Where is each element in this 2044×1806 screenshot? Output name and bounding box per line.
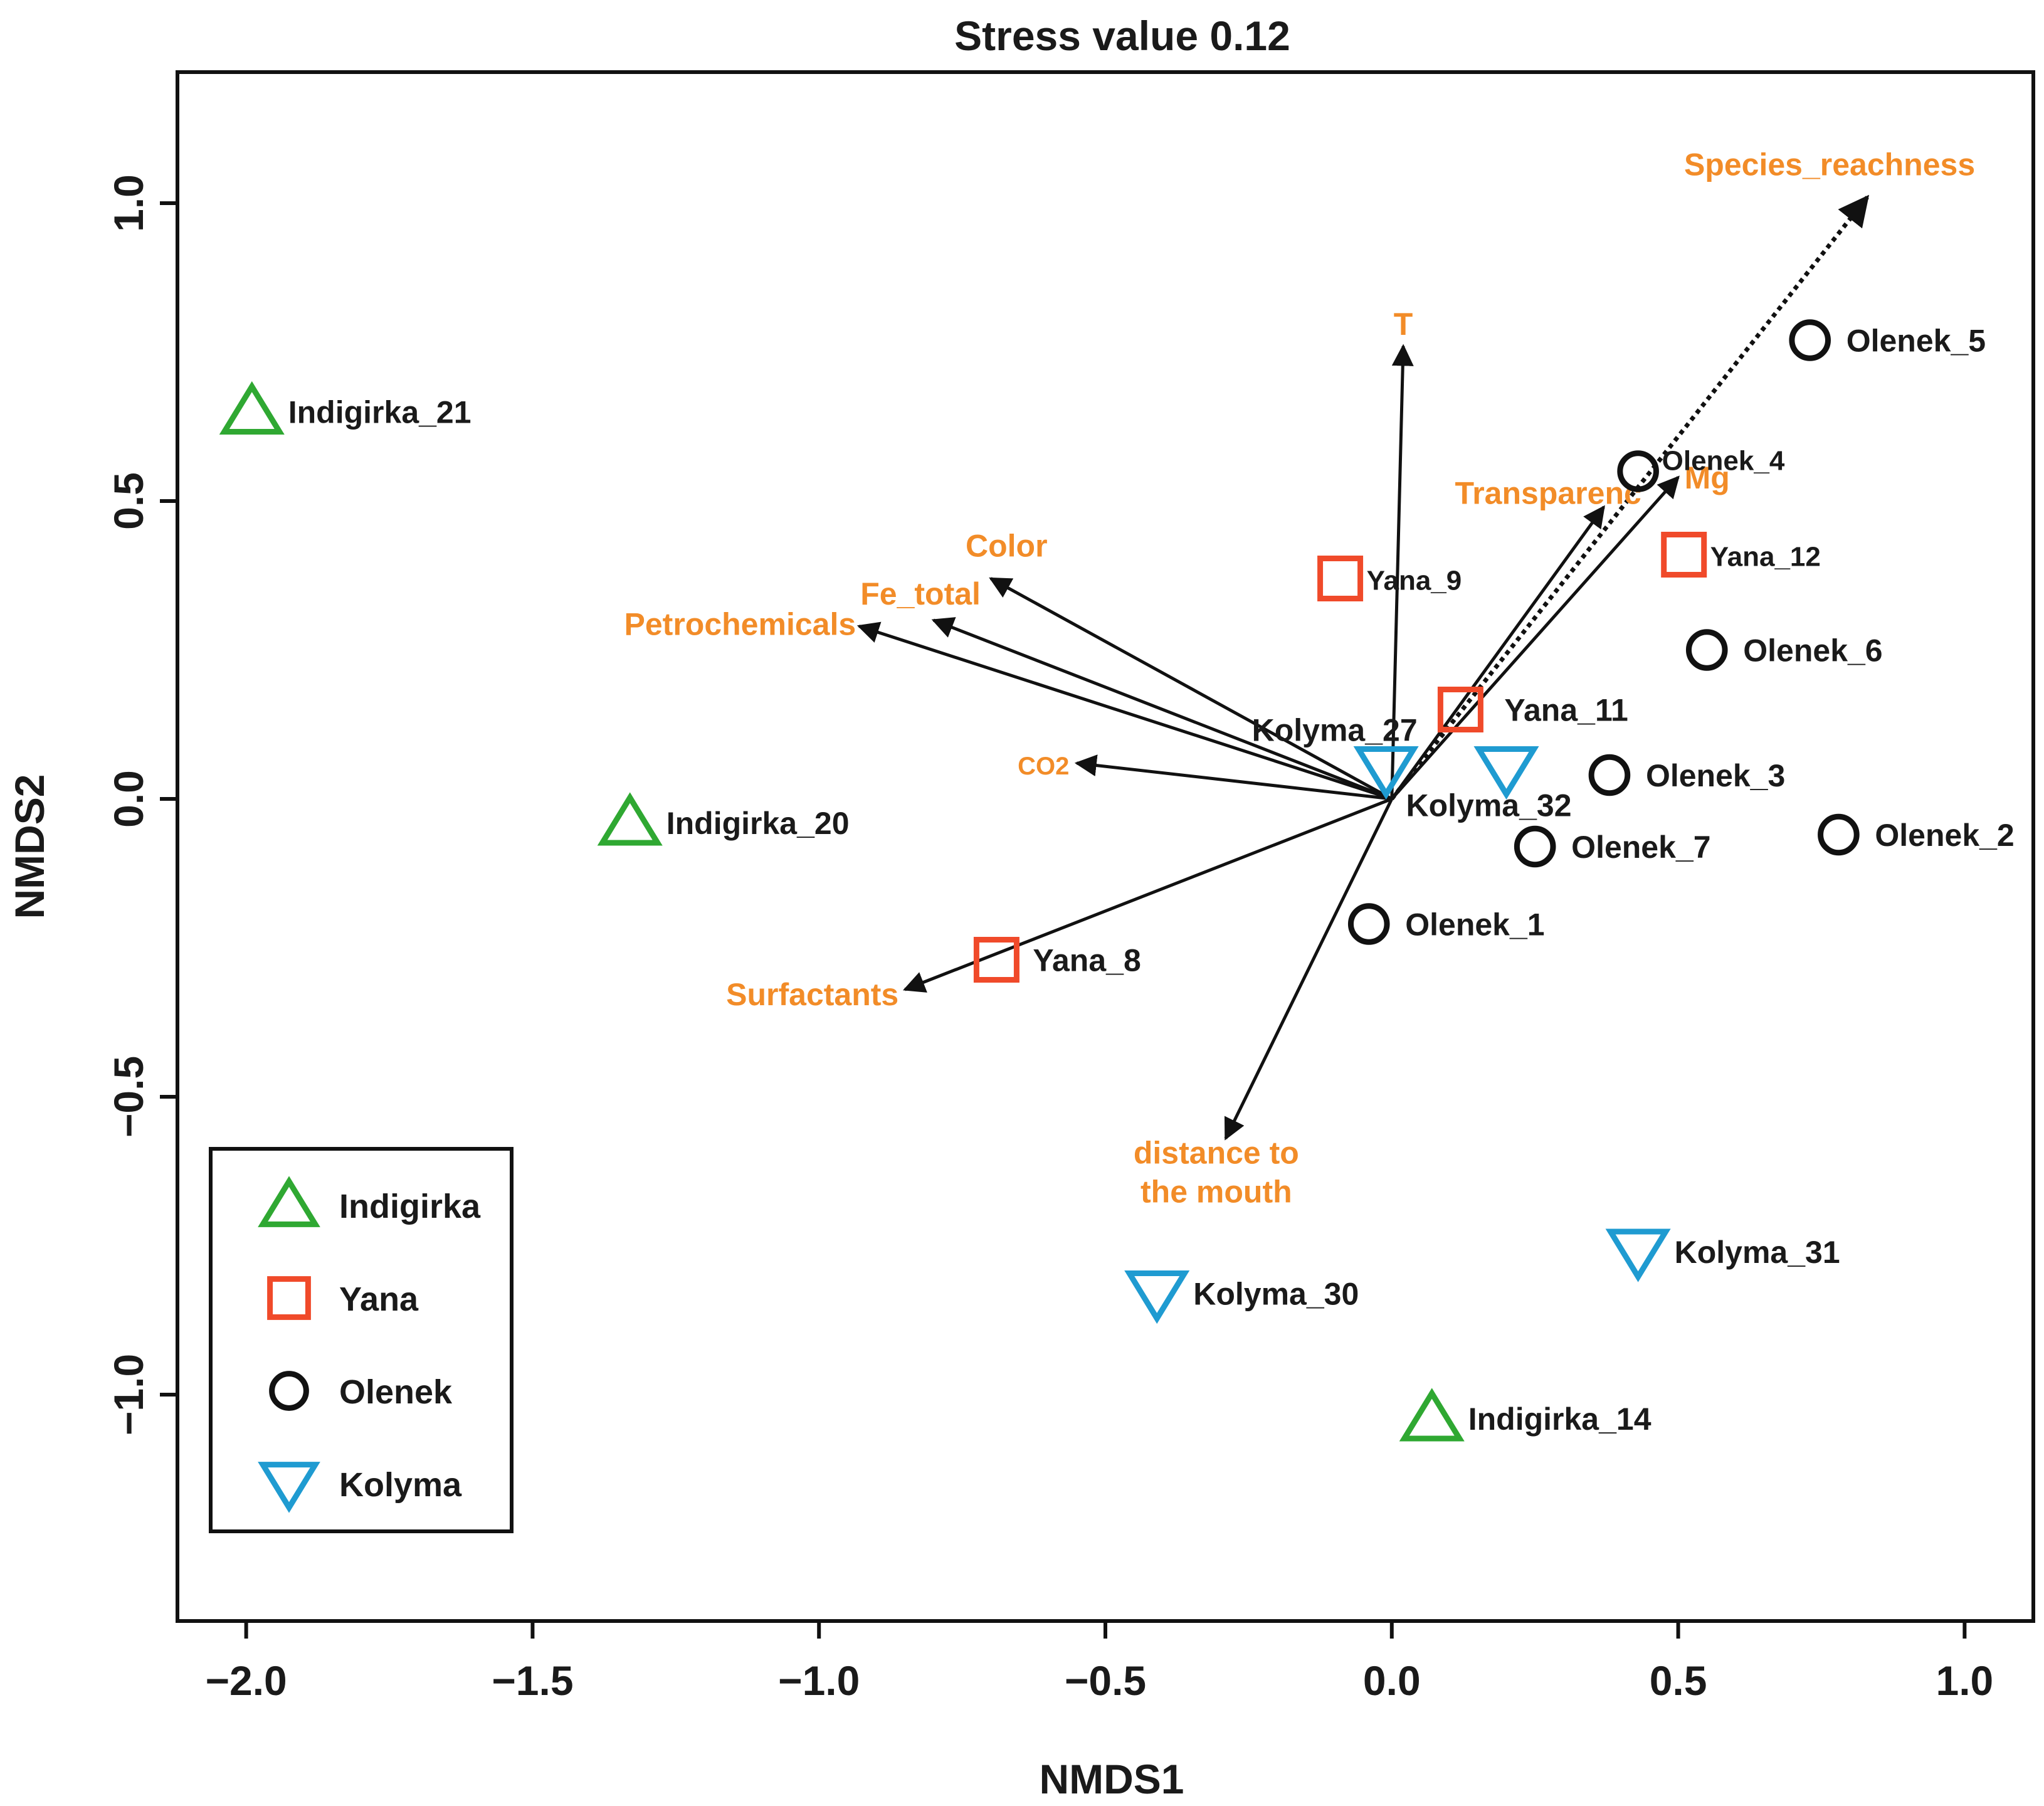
- vector-label-color: Color: [966, 529, 1048, 564]
- x-tick-label: −1.5: [492, 1657, 573, 1704]
- x-tick-label: 0.0: [1363, 1657, 1421, 1704]
- point-kolyma-27: [1353, 746, 1419, 800]
- vector-label-mg: Mg: [1685, 460, 1730, 495]
- point-label-olenek-1: Olenek_1: [1405, 907, 1544, 943]
- x-axis: −2.0 −1.5 −1.0 −0.5 0.0 0.5 1.0: [205, 1621, 1993, 1704]
- point-label-yana-11: Yana_11: [1504, 693, 1628, 728]
- point-olenek-2: [1818, 813, 1860, 856]
- legend-label-indigirka: Indigirka: [339, 1188, 481, 1225]
- vector-label-transparenc: Transparenc: [1455, 476, 1641, 511]
- point-olenek-3: [1588, 754, 1631, 796]
- vector-t: [1390, 344, 1414, 800]
- legend-label-olenek: Olenek: [339, 1373, 453, 1411]
- point-label-olenek-7: Olenek_7: [1571, 830, 1710, 865]
- y-axis: −1.0 −0.5 0.0 0.5 1.0: [105, 174, 177, 1435]
- legend-label-kolyma: Kolyma: [339, 1466, 462, 1504]
- x-tick-label: 0.5: [1650, 1657, 1707, 1704]
- vector-label-t: T: [1394, 307, 1413, 342]
- y-axis-title: NMDS2: [6, 774, 53, 919]
- point-kolyma-30: [1124, 1270, 1190, 1324]
- vector-label-distance-to-the-mouth: distance to the mouth: [1134, 1136, 1299, 1210]
- legend-marker-kolyma: [258, 1462, 320, 1513]
- y-tick-label: −0.5: [105, 1056, 152, 1138]
- legend-marker-yana: [267, 1276, 311, 1320]
- point-olenek-7: [1514, 825, 1556, 868]
- legend-marker-olenek: [269, 1371, 309, 1411]
- point-label-indigirka-20: Indigirka_20: [666, 806, 850, 841]
- point-label-yana-9: Yana_9: [1367, 566, 1462, 596]
- vector-surfactants: [902, 797, 1393, 993]
- vector-mg: [1390, 475, 1680, 800]
- point-label-yana-12: Yana_12: [1710, 542, 1821, 573]
- point-olenek-5: [1789, 319, 1831, 361]
- point-yana-9: [1317, 556, 1364, 601]
- vector-transparenc: [1390, 505, 1605, 800]
- chart-title: Stress value 0.12: [954, 13, 1290, 59]
- point-indigirka-20: [597, 792, 663, 846]
- vector-label-species-reachness: Species_reachness: [1684, 147, 1975, 182]
- point-olenek-6: [1685, 629, 1728, 671]
- point-indigirka-14: [1399, 1388, 1465, 1442]
- point-kolyma-31: [1605, 1228, 1671, 1282]
- legend-marker-indigirka: [258, 1176, 320, 1227]
- vector-distance-to-the-mouth: [1224, 798, 1394, 1141]
- x-tick-label: −2.0: [205, 1657, 287, 1704]
- point-label-kolyma-30: Kolyma_30: [1193, 1277, 1359, 1312]
- y-tick-label: 0.0: [105, 770, 152, 828]
- point-label-indigirka-21: Indigirka_21: [288, 395, 471, 430]
- vector-label-co2: CO2: [1018, 752, 1069, 780]
- vector-color: [989, 577, 1393, 801]
- point-label-kolyma-27: Kolyma_27: [1252, 713, 1418, 748]
- point-olenek-4: [1617, 450, 1659, 492]
- point-yana-12: [1661, 532, 1707, 578]
- point-label-olenek-3: Olenek_3: [1646, 758, 1785, 793]
- vector-label-surfactants: Surfactants: [726, 977, 898, 1012]
- vector-label-fe-total: Fe_total: [860, 576, 981, 611]
- vector-petrochemicals: [856, 621, 1393, 801]
- point-label-yana-8: Yana_8: [1033, 943, 1141, 978]
- env-vectors: Species_reachness T Transparenc Mg Color Fe_t…: [624, 147, 1976, 1210]
- point-label-kolyma-31: Kolyma_31: [1675, 1235, 1840, 1270]
- x-tick-label: 1.0: [1936, 1657, 1993, 1704]
- point-label-olenek-5: Olenek_5: [1846, 324, 1986, 359]
- x-tick-label: −1.0: [778, 1657, 860, 1704]
- legend-box: [209, 1147, 514, 1533]
- point-label-indigirka-14: Indigirka_14: [1468, 1402, 1652, 1437]
- point-label-olenek-4: Olenek_4: [1662, 446, 1785, 477]
- point-indigirka-21: [219, 381, 285, 435]
- y-tick-label: −1.0: [105, 1354, 152, 1435]
- point-label-kolyma-32: Kolyma_32: [1406, 788, 1572, 823]
- point-kolyma-32: [1473, 746, 1539, 800]
- y-tick-label: 1.0: [105, 174, 152, 232]
- point-label-olenek-6: Olenek_6: [1743, 633, 1882, 668]
- x-tick-label: −0.5: [1065, 1657, 1146, 1704]
- vector-fe-total: [931, 617, 1393, 801]
- point-label-olenek-2: Olenek_2: [1875, 818, 2014, 853]
- y-tick-label: 0.5: [105, 472, 152, 530]
- point-yana-11: [1437, 687, 1483, 732]
- x-axis-title: NMDS1: [1039, 1756, 1184, 1802]
- sample-points: Indigirka_21 Indigirka_20 Indigirka_14 Yana…: [219, 319, 2015, 1442]
- vector-label-petrochemicals: Petrochemicals: [624, 607, 856, 642]
- legend: Indigirka Yana Olenek Kolyma: [209, 1147, 514, 1533]
- point-olenek-1: [1347, 903, 1390, 945]
- vector-co2: [1074, 754, 1393, 801]
- legend-label-yana: Yana: [339, 1281, 419, 1318]
- point-yana-8: [973, 937, 1019, 983]
